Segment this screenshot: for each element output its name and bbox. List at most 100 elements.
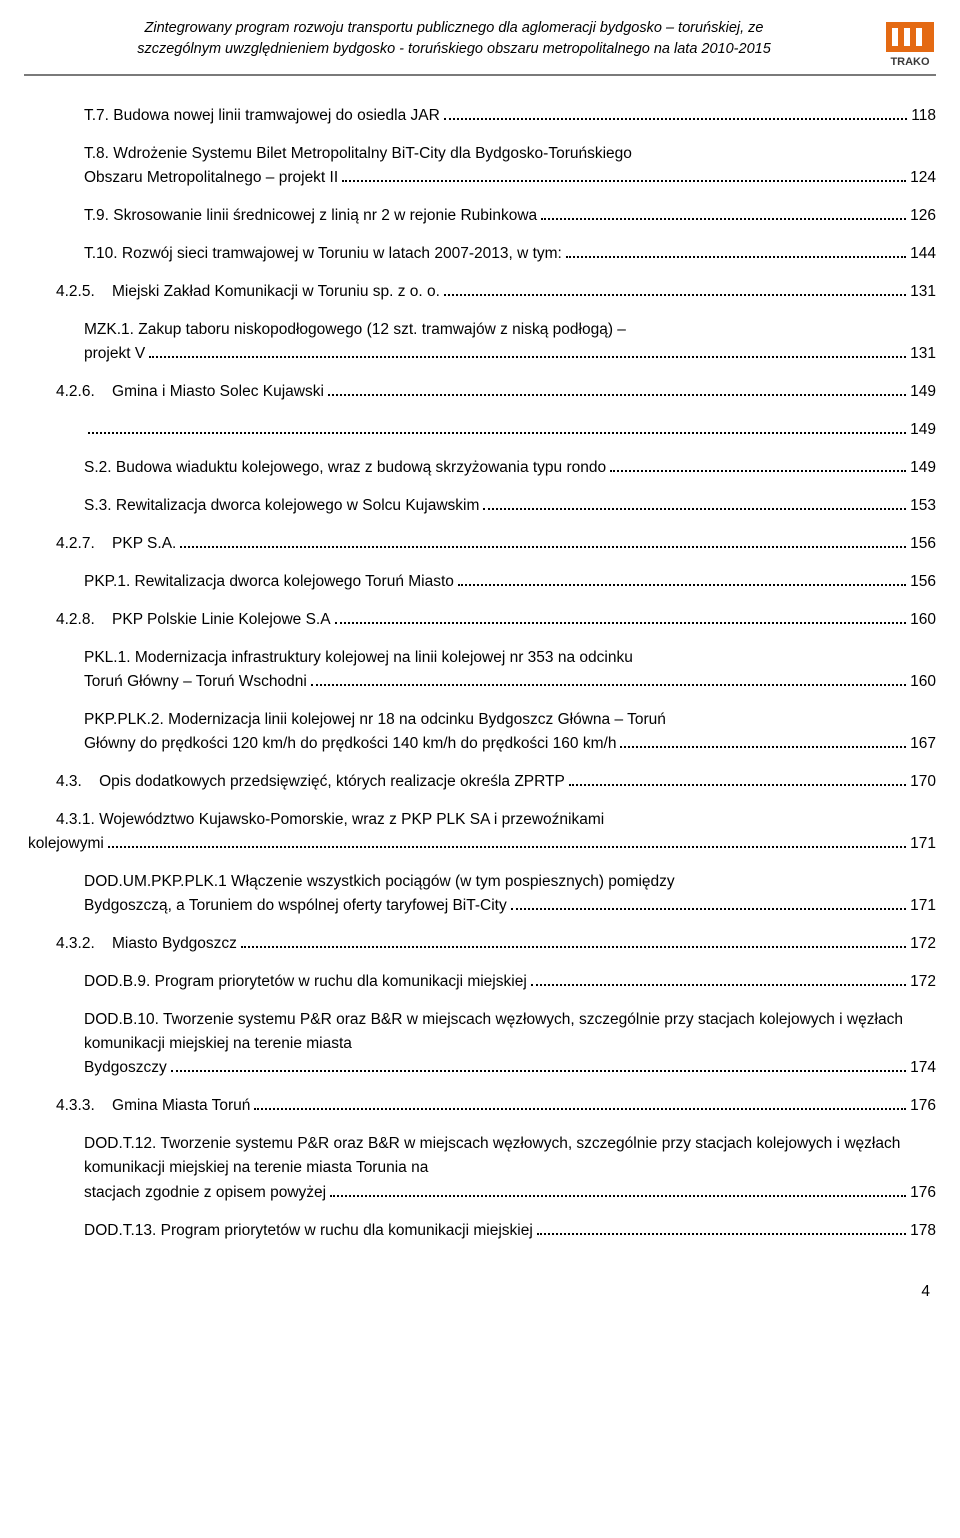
toc-text: PKP Polskie Linie Kolejowe S.A [112, 608, 331, 632]
toc-text: Gmina i Miasto Solec Kujawski [112, 380, 324, 404]
toc-entry: 4.2.7. PKP S.A. 156 [24, 532, 936, 556]
toc-page-number: 176 [910, 1181, 936, 1205]
toc-page-number: 118 [911, 104, 936, 128]
toc-text: DOD.T.12. Tworzenie systemu P&R oraz B&R… [84, 1132, 936, 1180]
toc-number: 4.2.7. [56, 532, 112, 556]
toc-entry: PKP.1. Rewitalizacja dworca kolejowego T… [24, 570, 936, 594]
toc-text: Rozwój sieci tramwajowej w Toruniu w lat… [122, 242, 562, 266]
toc-page-number: 172 [910, 970, 936, 994]
toc-text: Bydgoszczą, a Toruniem do wspólnej ofert… [84, 894, 507, 918]
toc-text: T.8. Wdrożenie Systemu Bilet Metropolita… [84, 142, 936, 166]
toc-leader-dots [149, 344, 906, 358]
toc-text: PKP S.A. [112, 532, 176, 556]
toc-text: PKL.1. Modernizacja infrastruktury kolej… [84, 646, 936, 670]
toc-leader-dots [254, 1097, 906, 1111]
toc-leader-dots [541, 206, 906, 220]
toc-page-number: 131 [910, 280, 936, 304]
toc-leader-dots [88, 420, 906, 434]
toc-page-number: 171 [910, 894, 936, 918]
header-line-1: Zintegrowany program rozwoju transportu … [145, 20, 764, 36]
page-header: Zintegrowany program rozwoju transportu … [24, 18, 936, 76]
toc-entry: DOD.T.13. Program priorytetów w ruchu dl… [24, 1219, 936, 1243]
toc-page-number: 170 [910, 770, 936, 794]
toc-number: 4.3.3. [56, 1094, 112, 1118]
toc-leader-dots [328, 382, 906, 396]
toc-leader-dots [569, 772, 906, 786]
table-of-contents: T.7. Budowa nowej linii tramwajowej do o… [24, 104, 936, 1243]
toc-leader-dots [458, 572, 906, 586]
toc-entry: 4.2.5. Miejski Zakład Komunikacji w Toru… [24, 280, 936, 304]
toc-number: 4.2.5. [56, 280, 112, 304]
toc-entry: S.3. Rewitalizacja dworca kolejowego w S… [24, 494, 936, 518]
toc-entry: 4.3.2. Miasto Bydgoszcz 172 [24, 932, 936, 956]
toc-text: PKP.1. Rewitalizacja dworca kolejowego T… [84, 570, 454, 594]
toc-number: 4.3. [56, 770, 99, 794]
toc-last-line: projekt V 131 [84, 342, 936, 366]
toc-entry: 4.3. Opis dodatkowych przedsięwzięć, któ… [24, 770, 936, 794]
toc-leader-dots [610, 458, 906, 472]
toc-last-line: Toruń Główny – Toruń Wschodni 160 [84, 670, 936, 694]
toc-leader-dots [444, 106, 907, 120]
toc-last-line: kolejowymi 171 [28, 832, 936, 856]
toc-leader-dots [531, 972, 906, 986]
toc-leader-dots [180, 534, 906, 548]
toc-page-number: 153 [910, 494, 936, 518]
toc-last-line: Bydgoszczą, a Toruniem do wspólnej ofert… [84, 894, 936, 918]
toc-page-number: 144 [910, 242, 936, 266]
toc-last-line: Główny do prędkości 120 km/h do prędkośc… [84, 732, 936, 756]
toc-entry: T.8. Wdrożenie Systemu Bilet Metropolita… [24, 142, 936, 190]
toc-page-number: 126 [910, 204, 936, 228]
toc-leader-dots [342, 168, 906, 182]
toc-entry: T.10. Rozwój sieci tramwajowej w Toruniu… [24, 242, 936, 266]
toc-entry: DOD.T.12. Tworzenie systemu P&R oraz B&R… [24, 1132, 936, 1204]
toc-leader-dots [335, 610, 907, 624]
trako-logo: TRAKO [884, 18, 936, 68]
toc-page-number: 176 [910, 1094, 936, 1118]
toc-entry: 4.2.6. Gmina i Miasto Solec Kujawski 149 [24, 380, 936, 404]
toc-text: Miasto Bydgoszcz [112, 932, 237, 956]
toc-last-line: Bydgoszczy 174 [84, 1056, 936, 1080]
toc-page-number: 131 [910, 342, 936, 366]
toc-text: Budowa nowej linii tramwajowej do osiedl… [113, 104, 440, 128]
toc-leader-dots [108, 834, 906, 848]
toc-leader-dots [330, 1183, 906, 1197]
toc-text: stacjach zgodnie z opisem powyżej [84, 1181, 326, 1205]
toc-entry: DOD.B.10. Tworzenie systemu P&R oraz B&R… [24, 1008, 936, 1080]
toc-leader-dots [483, 496, 906, 510]
header-line-2: szczególnym uwzględnieniem bydgosko - to… [137, 41, 771, 57]
toc-text: kolejowymi [28, 832, 104, 856]
toc-entry: PKP.PLK.2. Modernizacja linii kolejowej … [24, 708, 936, 756]
toc-leader-dots [620, 734, 906, 748]
toc-text: 4.3.1. Województwo Kujawsko-Pomorskie, w… [56, 808, 936, 832]
toc-entry: 4.3.1. Województwo Kujawsko-Pomorskie, w… [24, 808, 936, 856]
toc-text: DOD.UM.PKP.PLK.1 Włączenie wszystkich po… [84, 870, 936, 894]
toc-page-number: 160 [910, 670, 936, 694]
toc-entry: T.9. Skrosowanie linii średnicowej z lin… [24, 204, 936, 228]
toc-leader-dots [537, 1221, 906, 1235]
toc-leader-dots [241, 934, 906, 948]
toc-page-number: 156 [910, 532, 936, 556]
toc-text: Miejski Zakład Komunikacji w Toruniu sp.… [112, 280, 440, 304]
toc-entry: DOD.B.9. Program priorytetów w ruchu dla… [24, 970, 936, 994]
toc-entry: S.2. Budowa wiaduktu kolejowego, wraz z … [24, 456, 936, 480]
toc-page-number: 171 [910, 832, 936, 856]
toc-leader-dots [566, 244, 906, 258]
toc-text: DOD.T.13. Program priorytetów w ruchu dl… [84, 1219, 533, 1243]
toc-text: Opis dodatkowych przedsięwzięć, których … [99, 770, 565, 794]
toc-text: DOD.B.9. Program priorytetów w ruchu dla… [84, 970, 527, 994]
toc-entry: 149 [24, 418, 936, 442]
toc-page-number: 167 [910, 732, 936, 756]
toc-entry: 4.2.8. PKP Polskie Linie Kolejowe S.A 16… [24, 608, 936, 632]
toc-page-number: 160 [910, 608, 936, 632]
toc-page-number: 174 [910, 1056, 936, 1080]
toc-page-number: 172 [910, 932, 936, 956]
toc-entry: DOD.UM.PKP.PLK.1 Włączenie wszystkich po… [24, 870, 936, 918]
toc-last-line: 149 [84, 418, 936, 442]
toc-text: Skrosowanie linii średnicowej z linią nr… [113, 204, 537, 228]
toc-number: 4.2.8. [56, 608, 112, 632]
toc-text: Toruń Główny – Toruń Wschodni [84, 670, 307, 694]
toc-text: Główny do prędkości 120 km/h do prędkośc… [84, 732, 616, 756]
document-page: Zintegrowany program rozwoju transportu … [0, 0, 960, 1341]
toc-entry: 4.3.3. Gmina Miasta Toruń 176 [24, 1094, 936, 1118]
toc-number: T.7. [84, 104, 113, 128]
